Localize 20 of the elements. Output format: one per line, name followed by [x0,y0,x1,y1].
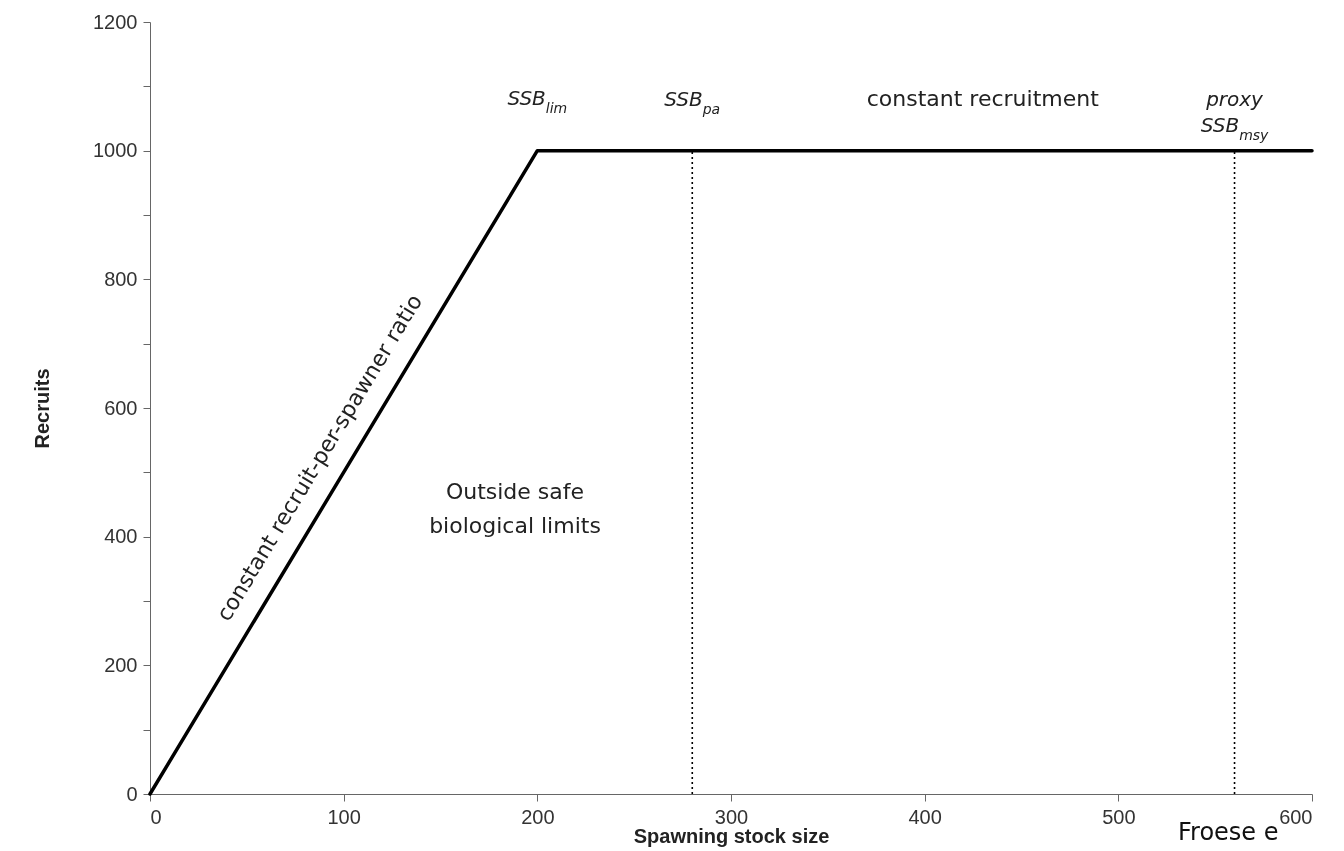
x-tick-label: 0 [150,805,162,828]
annotation: SSB$_{lim}$ [507,85,568,116]
y-axis-title: Recruits [31,368,54,449]
y-tick-label: 800 [104,267,138,290]
ref-line-label: proxy SSB$_{msy}$ [1200,87,1270,143]
annotation: constant recruitment [866,85,1100,111]
y-tick-label: 1200 [93,10,138,33]
x-tick-label: 400 [908,805,942,828]
y-tick-label: 200 [104,653,138,676]
y-tick-label: 1000 [93,139,138,162]
x-tick-label: 500 [1102,805,1136,828]
y-tick-label: 600 [104,396,138,419]
x-tick-label: 600 [1279,805,1313,828]
x-tick-label: 100 [327,805,361,828]
x-tick-label: 200 [521,805,555,828]
annotation: Outside safe biological limits [429,479,601,538]
y-tick-label: 400 [104,525,138,548]
ref-line-label: SSB$_{pa}$ [664,87,721,117]
text: Froese e [1178,818,1279,846]
y-tick-label: 0 [126,782,138,805]
